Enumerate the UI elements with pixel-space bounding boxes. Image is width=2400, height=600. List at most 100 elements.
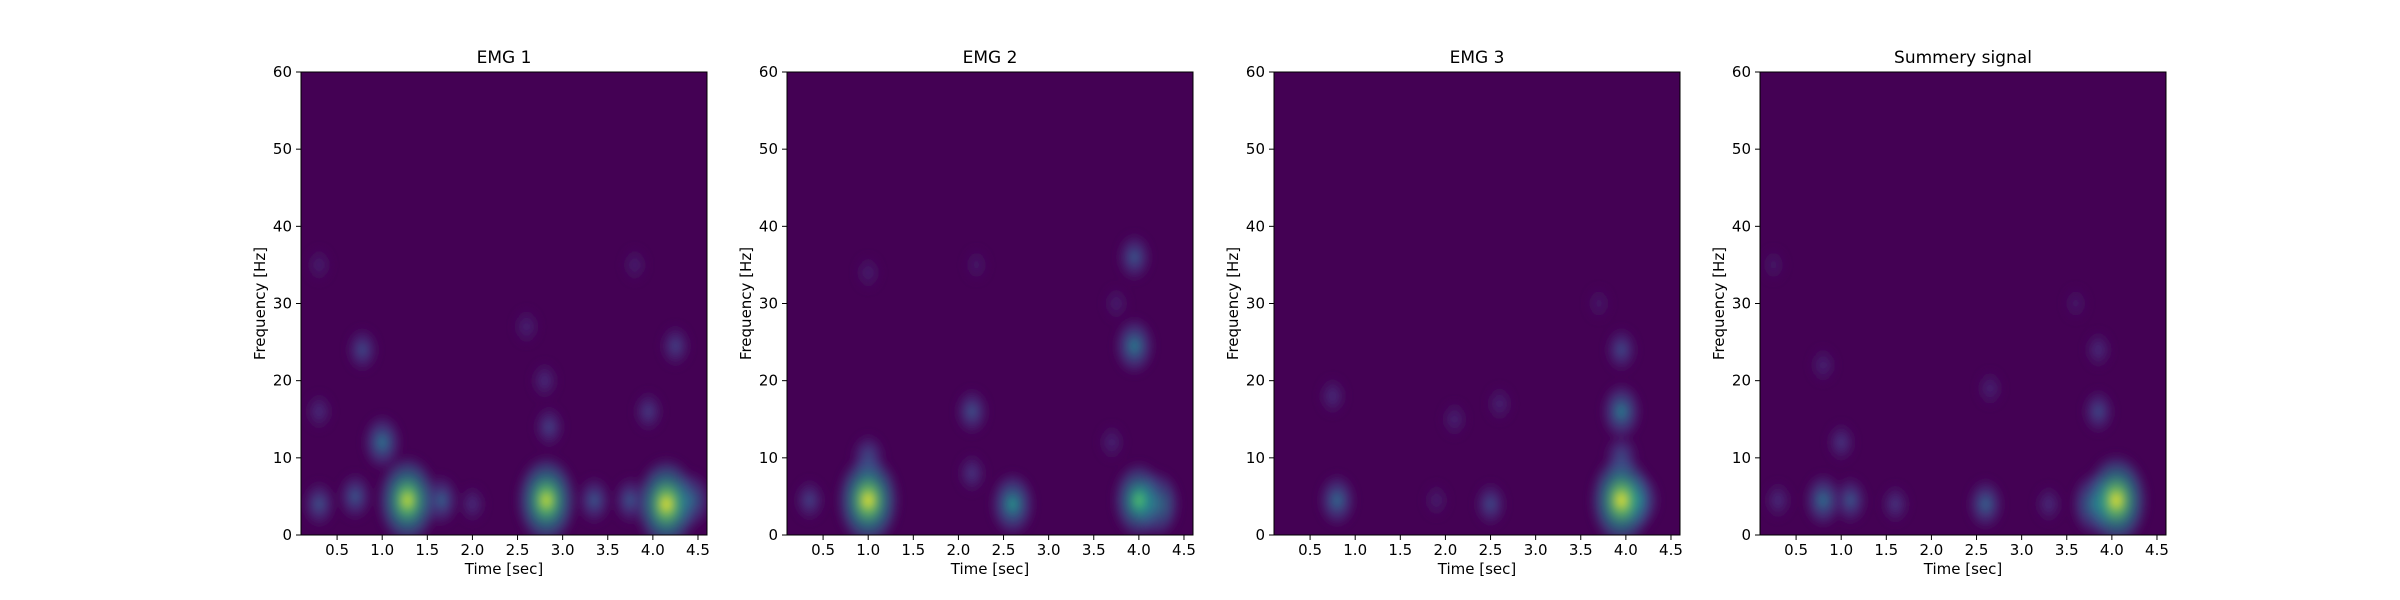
x-tick-label: 1.5 — [1388, 541, 1412, 559]
spectral-peak — [1760, 246, 1788, 284]
spectral-peak — [988, 469, 1037, 535]
plot-area — [1274, 72, 1680, 535]
spectral-peak — [532, 403, 566, 451]
spectral-peak — [1097, 422, 1127, 463]
x-tick-label: 3.0 — [1037, 541, 1061, 559]
spectral-peak — [620, 245, 650, 285]
spectral-peak — [1975, 368, 2005, 409]
spectral-peak — [1102, 284, 1131, 323]
spectral-peak — [513, 451, 580, 535]
spectral-peak — [2080, 387, 2116, 437]
x-tick-label: 4.0 — [1614, 541, 1638, 559]
spectral-peak — [1603, 325, 1639, 375]
spectral-peak — [962, 246, 991, 284]
y-tick-label: 30 — [759, 295, 778, 313]
y-tick-label: 10 — [1246, 449, 1265, 467]
y-tick-label: 30 — [1732, 295, 1751, 313]
x-tick-label: 1.5 — [901, 541, 925, 559]
y-axis-label: Frequency [Hz] — [1224, 247, 1242, 360]
spectrogram-panel: EMG 1 0.5 1.0 1.5 2.0 2.5 3.0 3.5 4.0 4.5 0 10 20 30 4… — [251, 48, 710, 578]
y-tick-label: 0 — [282, 526, 292, 544]
spectral-peak — [834, 450, 903, 535]
plot-area — [787, 72, 1193, 535]
spectral-peak — [1762, 479, 1794, 522]
spectral-peak — [304, 245, 334, 285]
x-tick-label: 1.0 — [370, 541, 394, 559]
x-tick-label: 3.5 — [596, 541, 620, 559]
spectral-peak — [1802, 470, 1844, 530]
spectral-peak — [658, 322, 693, 370]
spectral-peak — [631, 388, 665, 435]
y-tick-label: 60 — [759, 63, 778, 81]
y-tick-label: 0 — [1255, 526, 1265, 544]
plot-area — [1760, 72, 2166, 535]
spectral-peak — [955, 451, 988, 496]
panel-title: EMG 2 — [963, 48, 1018, 68]
y-tick-label: 20 — [759, 372, 778, 390]
x-tick-label: 0.5 — [1784, 541, 1808, 559]
x-tick-label: 4.5 — [686, 541, 710, 559]
x-tick-label: 2.5 — [1479, 541, 1503, 559]
y-tick-label: 40 — [759, 217, 778, 235]
y-tick-label: 10 — [759, 449, 778, 467]
y-axis-label: Frequency [Hz] — [1710, 247, 1728, 360]
y-tick-label: 20 — [1246, 372, 1265, 390]
spectral-peak — [457, 483, 488, 526]
spectral-peak — [1879, 482, 1912, 527]
spectral-peak — [2033, 483, 2065, 526]
spectral-peak — [301, 478, 338, 530]
x-tick-label: 3.5 — [1082, 541, 1106, 559]
spectral-peak — [1825, 420, 1858, 465]
x-tick-label: 0.5 — [1298, 541, 1322, 559]
y-tick-label: 60 — [1246, 63, 1265, 81]
x-tick-label: 2.0 — [460, 541, 484, 559]
plot-area — [301, 72, 707, 535]
y-tick-label: 50 — [759, 140, 778, 158]
spectral-peak — [2083, 328, 2114, 371]
y-tick-label: 40 — [1732, 217, 1751, 235]
y-tick-label: 40 — [1246, 217, 1265, 235]
spectral-peak — [1808, 345, 1838, 386]
x-tick-label: 4.5 — [2145, 541, 2169, 559]
x-axis-label: Time [sec] — [464, 560, 543, 578]
x-axis-label: Time [sec] — [1437, 560, 1516, 578]
x-tick-label: 1.0 — [856, 541, 880, 559]
spectral-peak — [1484, 383, 1515, 424]
x-tick-label: 1.5 — [415, 541, 439, 559]
spectral-peak — [344, 325, 380, 375]
x-tick-label: 3.0 — [1524, 541, 1548, 559]
spectral-peak — [529, 359, 560, 402]
y-tick-label: 60 — [1732, 63, 1751, 81]
spectral-peak — [1317, 375, 1348, 418]
y-axis-label: Frequency [Hz] — [251, 247, 269, 360]
spectral-peak — [1965, 476, 2006, 533]
x-tick-label: 4.0 — [2100, 541, 2124, 559]
x-tick-label: 4.0 — [641, 541, 665, 559]
spectral-peak — [2062, 284, 2090, 323]
y-tick-label: 0 — [768, 526, 778, 544]
x-tick-label: 3.5 — [1569, 541, 1593, 559]
x-tick-label: 3.5 — [2055, 541, 2079, 559]
spectral-peak — [1439, 399, 1470, 440]
spectral-peak — [1112, 314, 1157, 378]
y-tick-label: 0 — [1741, 526, 1751, 544]
x-tick-label: 1.0 — [1343, 541, 1367, 559]
x-tick-label: 3.0 — [2010, 541, 2034, 559]
y-tick-label: 40 — [273, 217, 292, 235]
x-tick-label: 0.5 — [325, 541, 349, 559]
spectral-peak — [511, 306, 542, 347]
y-tick-label: 10 — [1732, 449, 1751, 467]
x-tick-label: 2.5 — [992, 541, 1016, 559]
spectrogram-panel: Summery signal 0.5 1.0 1.5 2.0 2.5 3.0 3.5 4.0 4.… — [1710, 48, 2169, 578]
spectral-peak — [854, 253, 883, 293]
y-tick-label: 10 — [273, 449, 292, 467]
y-tick-label: 50 — [1732, 140, 1751, 158]
spectrogram-panel: EMG 2 0.5 1.0 1.5 2.0 2.5 3.0 3.5 4.0 4.5 0 10 20 30 4… — [737, 48, 1196, 578]
spectral-peak — [1422, 480, 1451, 520]
spectral-peak — [1587, 450, 1656, 535]
spectral-peak — [792, 476, 827, 524]
y-tick-label: 50 — [273, 140, 292, 158]
spectral-peak — [303, 390, 335, 433]
spectrogram-panel: EMG 3 0.5 1.0 1.5 2.0 2.5 3.0 3.5 4.0 4.5 0 10 20 30 4… — [1224, 48, 1683, 578]
